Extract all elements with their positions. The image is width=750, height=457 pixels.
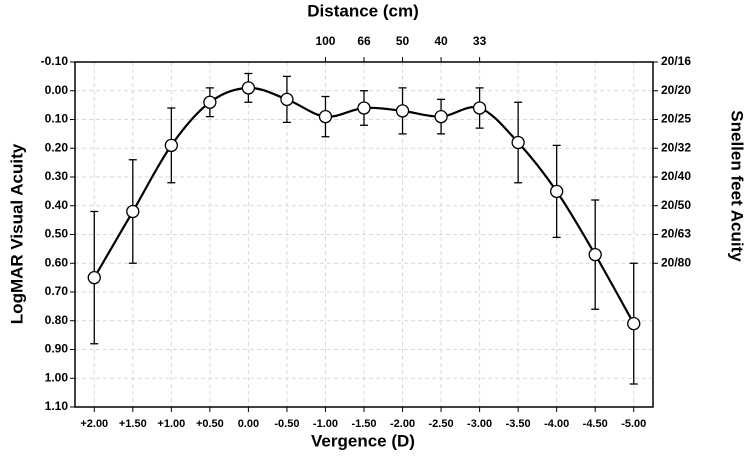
- x2-tick-label: 100: [315, 34, 335, 48]
- marker: [472, 101, 487, 115]
- y2-tick-label: 20/20: [661, 83, 691, 97]
- y-tick-label: 1.10: [45, 399, 69, 413]
- x-axis-title: Vergence (D): [311, 431, 415, 450]
- x2-tick-label: 50: [396, 34, 410, 48]
- marker: [511, 135, 525, 150]
- marker: [280, 92, 294, 107]
- y2-tick-label: 20/16: [661, 54, 691, 68]
- y-tick-label: 0.80: [45, 313, 69, 327]
- marker: [357, 101, 371, 115]
- y-tick-label: 0.00: [45, 83, 69, 97]
- x-tick-label: +2.00: [80, 418, 108, 430]
- x-tick-label: -5.00: [621, 418, 646, 430]
- y2-tick-label: 20/32: [661, 140, 691, 154]
- y2-tick-label: 20/40: [661, 169, 691, 183]
- marker: [87, 270, 101, 285]
- x-tick-label: -2.50: [429, 418, 454, 430]
- y-tick-label: 0.50: [45, 227, 69, 241]
- x-tick-label: -3.50: [506, 418, 531, 430]
- marker: [241, 81, 256, 95]
- marker: [550, 184, 564, 199]
- marker: [588, 247, 602, 262]
- y-tick-label: 0.40: [45, 198, 69, 212]
- x-tick-label: +1.00: [157, 418, 185, 430]
- marker: [318, 109, 333, 124]
- x2-tick-label: 33: [473, 34, 487, 48]
- marker: [627, 316, 641, 331]
- x-tick-label: -1.00: [313, 418, 338, 430]
- y-tick-label: 0.20: [45, 140, 69, 154]
- y-tick-label: 0.60: [45, 255, 69, 269]
- x-tick-label: -3.00: [467, 418, 492, 430]
- y-tick-label: 1.00: [45, 370, 69, 384]
- y-tick-label: 0.70: [45, 284, 69, 298]
- y-tick-label: 0.30: [45, 169, 69, 183]
- x-tick-label: -4.00: [544, 418, 569, 430]
- y2-tick-label: 20/25: [661, 112, 691, 126]
- x-tick-label: +0.50: [196, 418, 224, 430]
- x-tick-label: -1.50: [351, 418, 376, 430]
- y-axis-title: LogMAR Visual Acuity: [7, 143, 26, 324]
- y2-tick-label: 20/80: [661, 255, 691, 269]
- marker: [395, 104, 410, 118]
- y2-tick-label: 20/63: [661, 227, 691, 241]
- y2-axis-title: Snellen feet Acuity: [728, 110, 747, 262]
- y-tick-label: -0.10: [41, 54, 69, 68]
- x-tick-label: 0.00: [238, 418, 259, 430]
- y-tick-label: 0.90: [45, 342, 69, 356]
- marker: [203, 95, 217, 109]
- x2-tick-label: 66: [357, 34, 371, 48]
- x-tick-label: +1.50: [119, 418, 147, 430]
- x-tick-label: -4.50: [583, 418, 608, 430]
- x2-tick-label: 40: [434, 34, 448, 48]
- y2-tick-label: 20/50: [661, 198, 691, 212]
- marker: [164, 138, 178, 153]
- y-tick-label: 0.10: [45, 112, 69, 126]
- marker: [126, 204, 140, 219]
- marker: [434, 109, 448, 124]
- x2-axis-title: Distance (cm): [307, 1, 418, 20]
- x-tick-label: -2.00: [390, 418, 415, 430]
- x-tick-label: -0.50: [274, 418, 299, 430]
